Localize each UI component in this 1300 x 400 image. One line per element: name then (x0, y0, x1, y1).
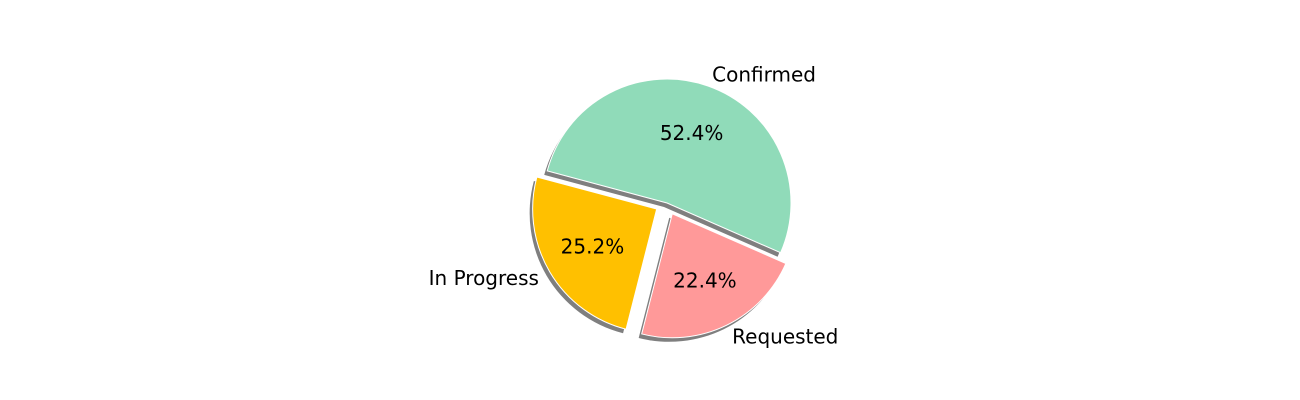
pie-slice-requested (641, 213, 787, 339)
category-labels: Confirmed In Progress Requested (429, 62, 839, 348)
pct-label-requested: 22.4% (673, 269, 737, 293)
pie-slice-confirmed (546, 78, 792, 254)
pct-label-confirmed: 52.4% (660, 121, 724, 145)
pie-slices (532, 78, 792, 339)
pct-label-in-progress: 25.2% (561, 235, 625, 259)
percentage-labels: 52.4% 25.2% 22.4% (561, 121, 737, 293)
category-label-in-progress: In Progress (429, 266, 539, 290)
category-label-confirmed: Confirmed (712, 62, 816, 86)
pie-slice-in-progress (532, 176, 658, 330)
category-label-requested: Requested (732, 324, 838, 348)
